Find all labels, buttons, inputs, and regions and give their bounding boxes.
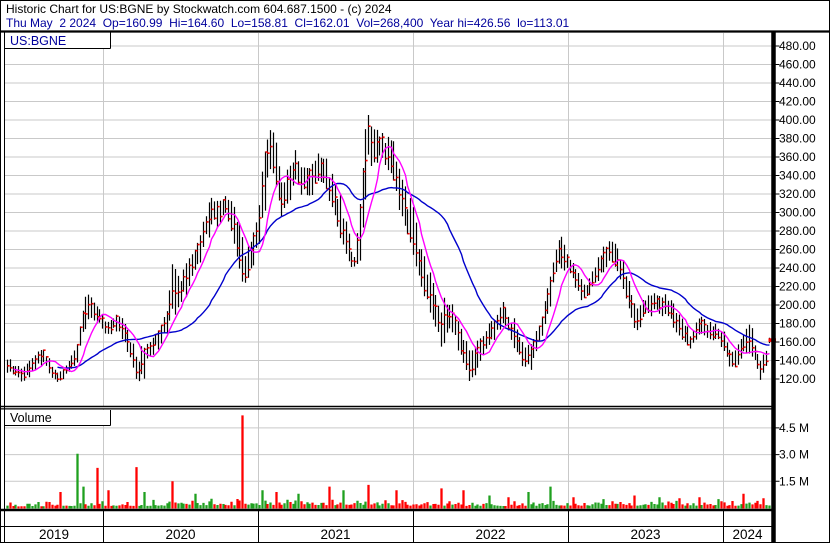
symbol-cell: US:BGNE [5, 32, 111, 49]
price-axis-label: 320.00 [779, 187, 816, 201]
year-label: 2020 [165, 527, 195, 542]
axis-labels: 480.00 460.00 440.00 420.00 400.00 380.00 360.… [39, 39, 816, 542]
symbol-label: US:BGNE [10, 34, 66, 48]
year-label: 2023 [630, 527, 660, 542]
volume-axis-label: 4.5 M [779, 421, 809, 435]
price-axis-label: 160.00 [779, 335, 816, 349]
price-axis-label: 360.00 [779, 150, 816, 164]
axis-ticks [775, 45, 780, 482]
volume-cell: Volume [5, 410, 111, 426]
year-label: 2022 [475, 527, 505, 542]
ma-long-line [57, 182, 770, 369]
price-axis-label: 240.00 [779, 261, 816, 275]
volume-cell-bg [5, 410, 110, 426]
price-axis-label: 400.00 [779, 113, 816, 127]
year-label: 2019 [39, 527, 69, 542]
price-axis-label: 440.00 [779, 76, 816, 90]
price-axis-label: 120.00 [779, 372, 816, 386]
moving-average-lines [13, 145, 770, 373]
header-title: Historic Chart for US:BGNE by Stockwatch… [6, 2, 392, 16]
price-axis-label: 480.00 [779, 39, 816, 53]
price-axis-label: 340.00 [779, 169, 816, 183]
volume-axis-label: 3.0 M [779, 448, 809, 462]
ma-short-line [13, 145, 770, 373]
price-axis-label: 420.00 [779, 95, 816, 109]
volume-bars [6, 415, 771, 509]
price-axis-label: 300.00 [779, 206, 816, 220]
year-label: 2024 [732, 527, 763, 542]
price-axis-label: 180.00 [779, 317, 816, 331]
price-axis-label: 280.00 [779, 224, 816, 238]
symbol-cell-border [5, 32, 111, 49]
symbol-cell-bg [5, 32, 110, 49]
price-axis-label: 220.00 [779, 280, 816, 294]
year-label: 2021 [320, 527, 350, 542]
volume-cell-border [5, 410, 111, 426]
price-axis-label: 140.00 [779, 354, 816, 368]
price-axis-label: 260.00 [779, 243, 816, 257]
volume-panel-label: Volume [10, 411, 52, 425]
year-cell-dividers [103, 511, 724, 543]
gridlines [5, 33, 772, 509]
price-axis-label: 380.00 [779, 132, 816, 146]
price-bars [6, 115, 772, 382]
price-axis-label: 460.00 [779, 58, 816, 72]
price-axis-label: 200.00 [779, 298, 816, 312]
header-quote-line: Thu May 2 2024 Op=160.99 Hi=164.60 Lo=15… [6, 16, 570, 30]
volume-axis-label: 1.5 M [779, 474, 809, 488]
